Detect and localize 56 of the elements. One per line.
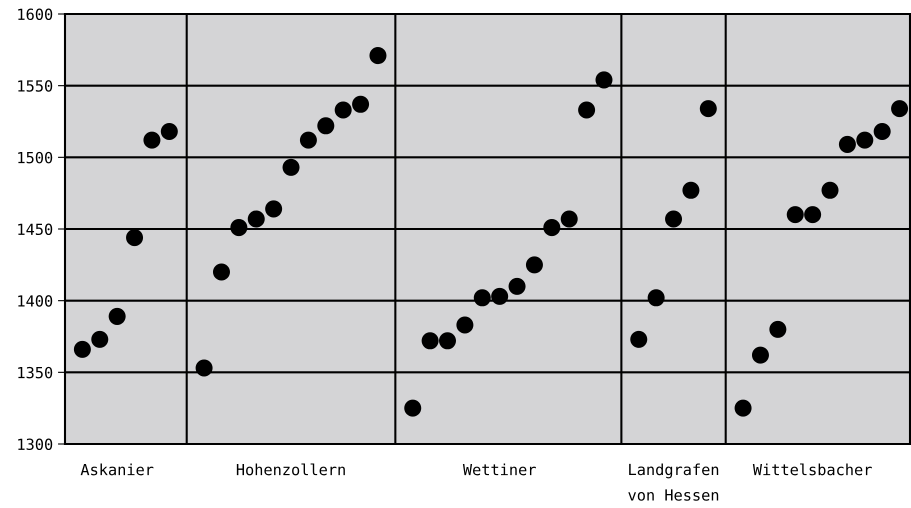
y-tick-label: 1600 xyxy=(18,8,52,20)
point xyxy=(248,210,265,228)
point xyxy=(334,102,352,119)
point xyxy=(196,360,213,377)
point xyxy=(595,71,612,88)
y-tick-label: 1450 xyxy=(18,224,52,236)
point xyxy=(769,320,786,338)
point xyxy=(160,123,178,140)
y-tick-label: 1400 xyxy=(18,295,52,307)
point xyxy=(508,278,526,295)
point xyxy=(786,206,804,224)
point xyxy=(752,346,769,364)
point xyxy=(282,158,300,176)
point xyxy=(891,100,908,118)
y-tick-label: 1500 xyxy=(18,152,52,164)
point xyxy=(317,117,334,134)
point xyxy=(543,219,560,236)
point xyxy=(91,330,108,348)
point xyxy=(630,330,648,348)
point xyxy=(474,289,491,306)
y-tick-label: 1350 xyxy=(18,366,52,378)
point xyxy=(874,123,891,140)
y-tick-label: 1300 xyxy=(18,438,52,450)
point xyxy=(856,132,874,149)
point xyxy=(439,332,456,350)
point xyxy=(648,289,665,306)
point xyxy=(682,182,700,199)
point xyxy=(212,263,230,281)
point xyxy=(491,288,508,305)
y-tick-label: 1550 xyxy=(18,80,52,92)
x-tick-label: Wettiner xyxy=(462,464,536,476)
point xyxy=(422,332,439,350)
point xyxy=(526,256,543,274)
point xyxy=(404,400,422,417)
x-tick-label: Hohenzollern xyxy=(236,463,345,476)
point xyxy=(578,102,596,119)
point xyxy=(456,316,474,334)
point xyxy=(352,96,370,113)
point xyxy=(822,182,839,199)
point xyxy=(143,132,160,149)
point xyxy=(369,47,386,64)
point xyxy=(126,229,144,246)
point xyxy=(838,136,856,153)
x-tick-label: Landgrafen von Hessen xyxy=(628,463,718,501)
point xyxy=(560,210,578,228)
point xyxy=(108,308,126,325)
point xyxy=(300,132,317,149)
x-tick-label: Askanier xyxy=(80,464,154,476)
point xyxy=(804,206,822,224)
point xyxy=(74,340,91,358)
point xyxy=(265,200,282,218)
x-tick-label: Wittelsbacher xyxy=(752,463,872,476)
point xyxy=(665,210,682,228)
point xyxy=(700,100,717,118)
point xyxy=(230,219,248,236)
point xyxy=(734,400,752,417)
